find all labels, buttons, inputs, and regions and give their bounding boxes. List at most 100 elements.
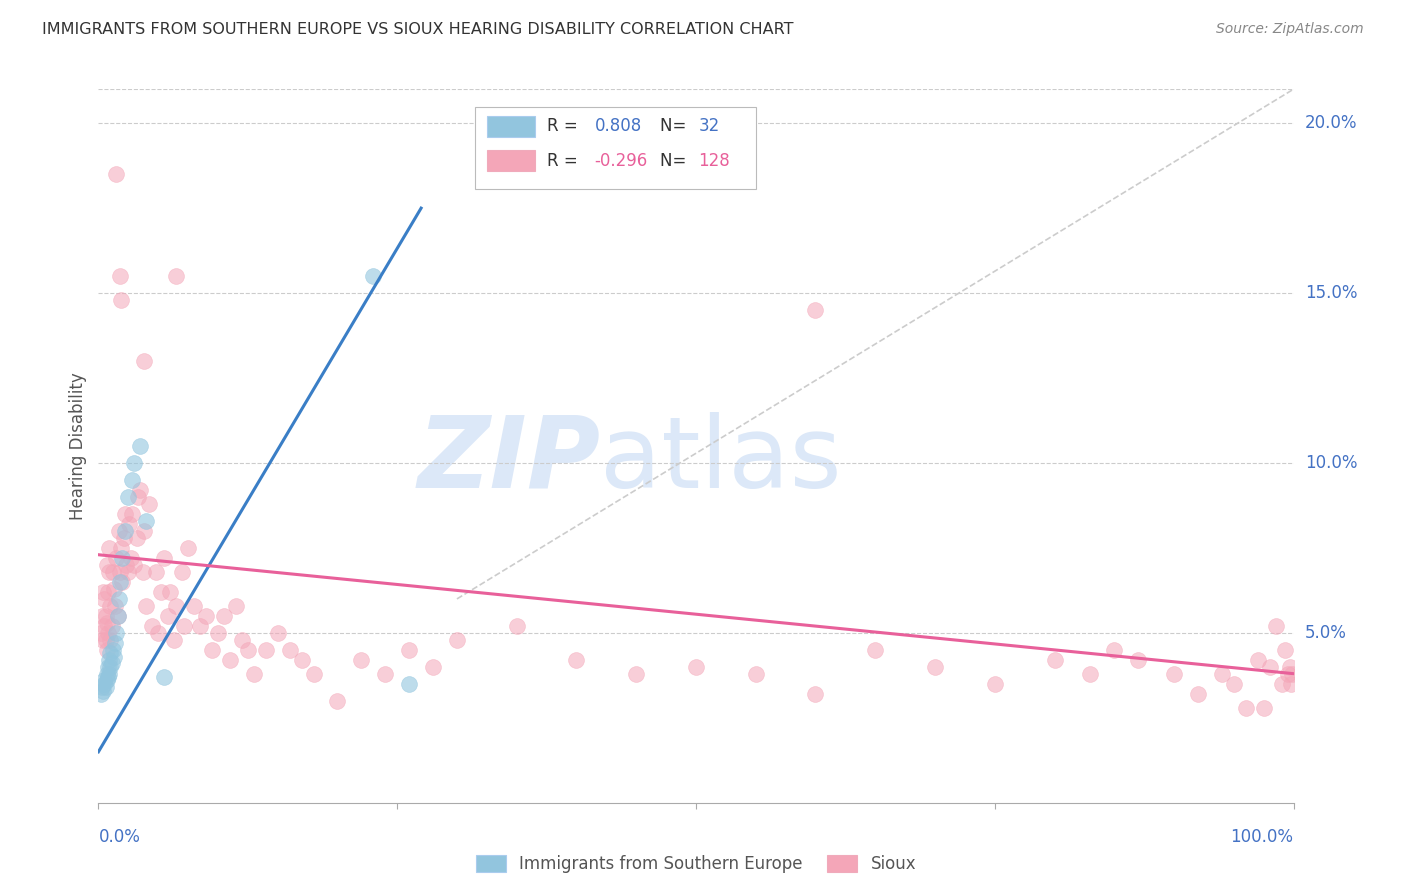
- Point: [108, 574, 131, 589]
- Point: [163, 632, 186, 647]
- Point: [97, 585, 120, 599]
- Point: [1271, 677, 1294, 691]
- Text: 32: 32: [699, 118, 720, 136]
- Text: 0.0%: 0.0%: [98, 828, 141, 846]
- Point: [398, 643, 420, 657]
- Point: [165, 599, 187, 613]
- Point: [1234, 700, 1257, 714]
- Point: [93, 619, 115, 633]
- Text: 10.0%: 10.0%: [1305, 454, 1357, 472]
- Point: [91, 585, 114, 599]
- Text: 0.808: 0.808: [595, 118, 641, 136]
- Point: [91, 608, 114, 623]
- Point: [94, 680, 117, 694]
- Point: [118, 517, 141, 532]
- Point: [104, 599, 127, 613]
- Text: 5.0%: 5.0%: [1305, 624, 1347, 642]
- Point: [107, 524, 129, 538]
- Point: [804, 303, 827, 318]
- Point: [201, 643, 224, 657]
- Point: [114, 524, 136, 538]
- Point: [104, 636, 127, 650]
- Point: [225, 599, 247, 613]
- Point: [350, 653, 373, 667]
- Legend: Immigrants from Southern Europe, Sioux: Immigrants from Southern Europe, Sioux: [470, 848, 922, 880]
- Point: [446, 632, 468, 647]
- Point: [110, 541, 132, 555]
- Point: [1163, 666, 1185, 681]
- Point: [107, 608, 129, 623]
- Point: [108, 565, 131, 579]
- Point: [125, 531, 148, 545]
- FancyBboxPatch shape: [475, 107, 756, 189]
- Point: [98, 653, 121, 667]
- FancyBboxPatch shape: [486, 150, 534, 171]
- Point: [1253, 700, 1275, 714]
- Point: [91, 680, 114, 694]
- Point: [115, 558, 138, 572]
- FancyBboxPatch shape: [486, 116, 534, 137]
- Point: [132, 524, 155, 538]
- Text: -0.296: -0.296: [595, 152, 648, 169]
- Point: [685, 660, 707, 674]
- Point: [94, 608, 117, 623]
- Point: [422, 660, 444, 674]
- Point: [98, 660, 122, 674]
- Point: [111, 551, 134, 566]
- Point: [1211, 666, 1233, 681]
- Point: [111, 574, 134, 589]
- Point: [1278, 660, 1301, 674]
- Text: R =: R =: [547, 118, 582, 136]
- Point: [1187, 687, 1209, 701]
- Point: [267, 626, 290, 640]
- Point: [153, 551, 176, 566]
- Point: [103, 582, 125, 596]
- Point: [97, 626, 120, 640]
- Point: [97, 660, 120, 674]
- Point: [131, 565, 153, 579]
- Point: [117, 490, 139, 504]
- Point: [97, 670, 120, 684]
- Point: [236, 643, 259, 657]
- Y-axis label: Hearing Disability: Hearing Disability: [69, 372, 87, 520]
- Point: [93, 673, 115, 688]
- Point: [98, 646, 122, 660]
- Point: [91, 683, 114, 698]
- Point: [1128, 653, 1150, 667]
- Text: ZIP: ZIP: [418, 412, 600, 508]
- Point: [804, 687, 827, 701]
- Point: [135, 599, 157, 613]
- Point: [863, 643, 886, 657]
- Text: R =: R =: [547, 152, 582, 169]
- Point: [924, 660, 946, 674]
- Text: N=: N=: [661, 152, 692, 169]
- Point: [132, 354, 155, 368]
- Point: [141, 619, 163, 633]
- Point: [188, 619, 211, 633]
- Point: [138, 497, 160, 511]
- Point: [124, 456, 146, 470]
- Text: IMMIGRANTS FROM SOUTHERN EUROPE VS SIOUX HEARING DISABILITY CORRELATION CHART: IMMIGRANTS FROM SOUTHERN EUROPE VS SIOUX…: [42, 22, 793, 37]
- Point: [101, 565, 124, 579]
- Point: [96, 615, 118, 630]
- Point: [1258, 660, 1281, 674]
- Point: [624, 666, 647, 681]
- Point: [114, 507, 136, 521]
- Point: [93, 677, 115, 691]
- Point: [124, 558, 146, 572]
- Point: [1080, 666, 1102, 681]
- Point: [98, 565, 121, 579]
- Point: [1279, 677, 1302, 691]
- Point: [98, 632, 122, 647]
- Point: [105, 551, 128, 566]
- Point: [90, 626, 112, 640]
- Point: [129, 483, 152, 498]
- Point: [103, 649, 125, 664]
- Point: [290, 653, 312, 667]
- Text: atlas: atlas: [600, 412, 842, 508]
- Point: [105, 167, 128, 181]
- Point: [110, 293, 132, 307]
- Text: 20.0%: 20.0%: [1305, 114, 1357, 132]
- Point: [96, 558, 118, 572]
- Text: Source: ZipAtlas.com: Source: ZipAtlas.com: [1216, 22, 1364, 37]
